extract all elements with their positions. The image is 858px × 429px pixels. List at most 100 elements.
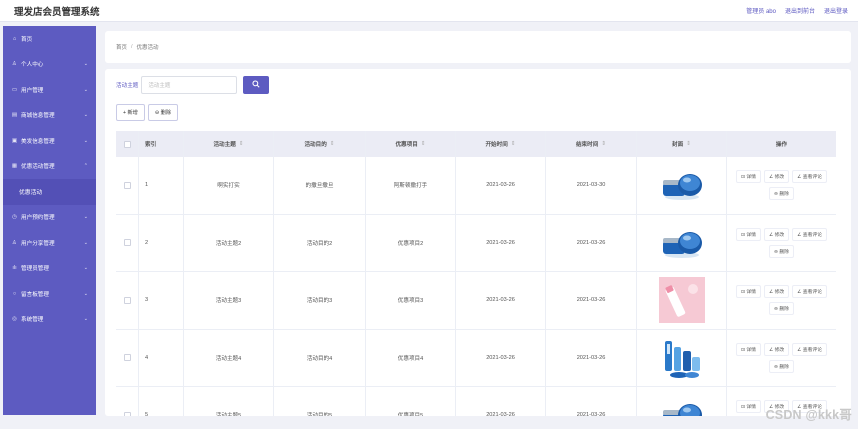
sidebar-item-promotion-list[interactable]: 优惠活动 xyxy=(3,179,96,205)
search-icon xyxy=(252,80,260,90)
cell-actions: ⊡ 详情∠ 修改∠ 查看评论 ⊖ 删除 xyxy=(727,330,836,387)
sort-icon: ⇕ xyxy=(686,141,691,147)
settings-icon: ◎ xyxy=(12,316,17,323)
home-icon: ⌂ xyxy=(12,35,17,42)
sidebar-item-messages[interactable]: ○ 留言板管理 ⌄ xyxy=(12,290,88,298)
admin-label[interactable]: 管理员 abo xyxy=(746,9,776,15)
row-delete-button[interactable]: ⊖ 删除 xyxy=(769,244,794,258)
cover-image xyxy=(659,337,705,379)
cell-purpose: 活动目的4 xyxy=(274,329,366,386)
cell-actions: ⊡ 详情∠ 修改∠ 查看评论 ⊖ 删除 xyxy=(727,157,836,214)
edit-button[interactable]: ∠ 修改 xyxy=(763,285,790,299)
breadcrumb-home[interactable]: 首页 xyxy=(116,45,128,51)
cell-start: 2021-03-26 xyxy=(456,272,546,329)
app-title: 理发店会员管理系统 xyxy=(14,6,100,18)
cover-image xyxy=(658,277,705,324)
detail-button[interactable]: ⊡ 详情 xyxy=(735,285,761,299)
search-input[interactable]: 活动主题 xyxy=(141,76,238,94)
cell-theme: 活动主题2 xyxy=(184,214,274,271)
sidebar-item-hair[interactable]: ▣ 美发信息管理 ⌄ xyxy=(11,137,88,145)
view-comments-button[interactable]: ∠ 查看评论 xyxy=(792,342,827,356)
header-cover[interactable]: 封面 ⇕ xyxy=(637,131,727,157)
header-start[interactable]: 开始时间 ⇕ xyxy=(456,131,546,157)
sidebar-item-profile[interactable]: ♙ 个人中心 ⌄ xyxy=(12,61,88,69)
chevron-down-icon: ⌄ xyxy=(83,137,88,144)
sidebar-item-users[interactable]: ▭ 用户管理 ⌄ xyxy=(11,86,88,94)
chevron-down-icon: ⌄ xyxy=(83,290,88,297)
table-body: 1 啊实打实 的撒旦撒旦 阿斯顿撒打手 2021-03-26 2021-03-30 ⊡ 详情… xyxy=(116,157,836,416)
calendar-icon: ◷ xyxy=(12,214,17,221)
cell-purpose: 活动目的3 xyxy=(274,272,366,329)
sidebar-item-home[interactable]: ⌂ 首页 xyxy=(12,35,33,43)
row-checkbox[interactable] xyxy=(123,181,131,189)
detail-button[interactable]: ⊡ 详情 xyxy=(735,342,761,356)
cell-theme: 啊实打实 xyxy=(184,157,274,214)
view-comments-button[interactable]: ∠ 查看评论 xyxy=(792,170,827,184)
cell-end: 2021-03-26 xyxy=(546,272,637,329)
cell-theme: 活动主题5 xyxy=(184,387,274,416)
row-checkbox-cell xyxy=(116,157,139,214)
back-to-front-link[interactable]: 退出到前台 xyxy=(784,9,815,15)
edit-button[interactable]: ∠ 修改 xyxy=(763,227,790,241)
row-checkbox[interactable] xyxy=(123,411,131,416)
row-checkbox-cell xyxy=(116,272,139,329)
detail-button[interactable]: ⊡ 详情 xyxy=(735,227,761,241)
sidebar-item-admins[interactable]: ılı 管理员管理 ⌄ xyxy=(12,265,88,273)
header-actions: 操作 xyxy=(775,142,788,148)
cell-actions: ⊡ 详情∠ 修改∠ 查看评论 ⊖ 删除 xyxy=(727,272,836,329)
view-comments-button[interactable]: ∠ 查看评论 xyxy=(792,285,827,299)
edit-button[interactable]: ∠ 修改 xyxy=(763,400,790,414)
sidebar-item-appointments[interactable]: ◷ 用户预约管理 ⌄ xyxy=(12,214,88,222)
header-purpose[interactable]: 活动目的 ⇕ xyxy=(274,131,366,157)
cell-purpose: 活动目的5 xyxy=(274,387,366,416)
cell-start: 2021-03-26 xyxy=(456,387,546,416)
cell-item: 优惠项目3 xyxy=(366,272,456,329)
header-theme[interactable]: 活动主题 ⇕ xyxy=(184,131,274,157)
view-comments-button[interactable]: ∠ 查看评论 xyxy=(792,400,827,414)
delete-button[interactable]: ⊖ 删除 xyxy=(147,104,179,121)
cover-image xyxy=(659,394,705,416)
cell-end: 2021-03-30 xyxy=(546,157,637,214)
cover-image xyxy=(659,222,705,264)
row-checkbox[interactable] xyxy=(123,354,131,362)
cell-index: 3 xyxy=(139,272,184,329)
cell-end: 2021-03-26 xyxy=(546,214,637,271)
row-checkbox[interactable] xyxy=(123,239,131,247)
sidebar-item-store[interactable]: ▤ 商城信息管理 ⌄ xyxy=(11,112,88,120)
cell-cover xyxy=(637,157,727,214)
sidebar-item-shares[interactable]: ♙ 用户分享管理 ⌄ xyxy=(12,239,88,247)
table-row: 3 活动主题3 活动目的3 优惠项目3 2021-03-26 2021-03-26 ⊡ 详情… xyxy=(116,272,836,330)
search-button[interactable] xyxy=(243,76,270,94)
row-delete-button[interactable]: ⊖ 删除 xyxy=(769,302,794,316)
cell-start: 2021-03-26 xyxy=(456,214,546,271)
cover-image xyxy=(659,164,705,206)
gift-icon: ▦ xyxy=(11,163,18,170)
sidebar-item-promotions[interactable]: ▦ 优惠活动管理 ⌃ xyxy=(11,163,88,171)
row-delete-button[interactable]: ⊖ 删除 xyxy=(769,359,794,373)
add-button[interactable]: + 新增 xyxy=(116,104,145,121)
search-row: 活动主题 活动主题 xyxy=(116,76,270,94)
watermark: CSDN @kkk哥 xyxy=(765,408,852,422)
cell-end: 2021-03-26 xyxy=(546,329,637,386)
cell-cover xyxy=(637,214,727,271)
cell-index: 4 xyxy=(139,329,184,386)
select-all-checkbox[interactable] xyxy=(123,140,131,148)
edit-button[interactable]: ∠ 修改 xyxy=(763,342,790,356)
detail-button[interactable]: ⊡ 详情 xyxy=(735,170,761,184)
detail-button[interactable]: ⊡ 详情 xyxy=(735,400,761,414)
cell-purpose: 的撒旦撒旦 xyxy=(274,157,366,214)
row-checkbox[interactable] xyxy=(123,296,131,304)
header-end[interactable]: 结束时间 ⇕ xyxy=(546,131,637,157)
row-checkbox-cell xyxy=(116,387,139,416)
sidebar-item-system[interactable]: ◎ 系统管理 ⌄ xyxy=(12,316,88,324)
row-delete-button[interactable]: ⊖ 删除 xyxy=(769,187,794,201)
edit-button[interactable]: ∠ 修改 xyxy=(763,170,790,184)
logout-link[interactable]: 退出登录 xyxy=(823,9,848,15)
header-item[interactable]: 优惠项目 ⇕ xyxy=(366,131,456,157)
chevron-up-icon: ⌃ xyxy=(83,163,88,170)
users-icon: ▭ xyxy=(11,86,18,93)
view-comments-button[interactable]: ∠ 查看评论 xyxy=(792,227,827,241)
share-icon: ♙ xyxy=(12,239,17,246)
cell-index: 2 xyxy=(139,214,184,271)
